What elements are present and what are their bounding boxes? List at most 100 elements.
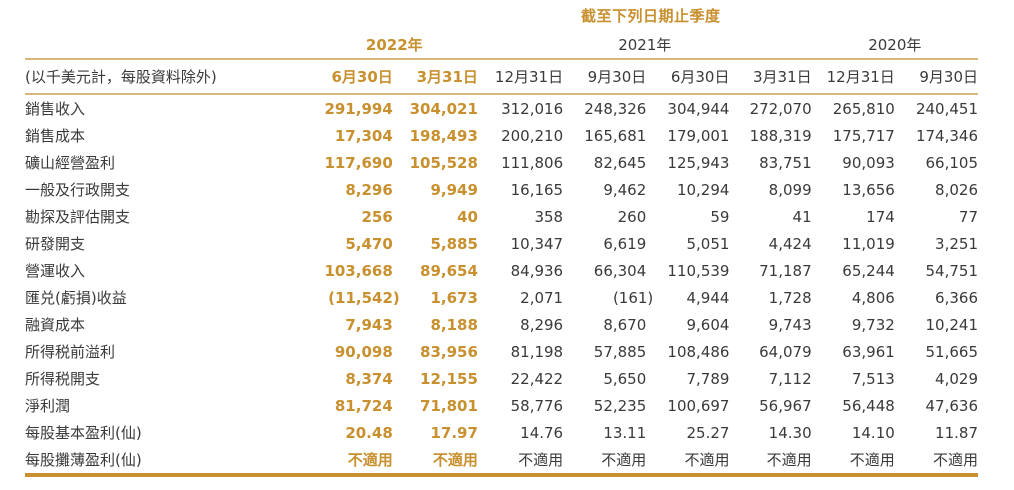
value: 312,016 xyxy=(501,99,564,118)
value-cell: 100,697 xyxy=(646,392,729,419)
value-cell: 1,673 xyxy=(393,284,477,311)
value: 7,112 xyxy=(768,369,812,388)
value-cell: 174 xyxy=(812,203,895,230)
value-cell: 11.87 xyxy=(895,419,978,446)
value-cell: 77 xyxy=(895,203,978,230)
value-cell: 291,994 xyxy=(311,94,392,122)
value-cell: 7,112 xyxy=(729,365,812,392)
value-cell: 不適用 xyxy=(392,446,478,477)
value-cell: 4,806 xyxy=(812,284,895,311)
value: 17.97 xyxy=(430,423,478,442)
value: 90,098 xyxy=(334,342,393,361)
value-cell: 81,198 xyxy=(478,338,564,365)
value: 174,346 xyxy=(915,126,978,145)
table-row: 礦山經營盈利 117,690 105,528 111,806 82,645 125,943… xyxy=(25,149,978,176)
value-cell: 7,789 xyxy=(646,365,730,392)
row-label: 營運收入 xyxy=(25,262,86,280)
value: 13.11 xyxy=(603,423,647,442)
date-header-row: (以千美元計，每股資料除外) 6月30日 3月31日 12月31日 9月30日 6月30日… xyxy=(25,58,978,95)
value: 83,956 xyxy=(420,342,478,361)
row-label: 淨利潤 xyxy=(25,397,71,415)
value: 8,296 xyxy=(345,180,393,199)
value-cell: 83,956 xyxy=(393,338,478,365)
value-cell: 17,304 xyxy=(311,122,393,149)
table-row: 每股基本盈利(仙) 20.48 17.97 14.76 13.11 25.27 14.30 1… xyxy=(25,419,978,446)
row-label: 匯兑(虧損)收益 xyxy=(25,289,127,307)
value-cell: 9,462 xyxy=(563,176,646,203)
value: 47,636 xyxy=(925,396,979,415)
table-row: 勘探及評估開支 256 40 358 260 59 41 174 77 xyxy=(25,203,978,230)
value-cell: 165,681 xyxy=(563,122,646,149)
value: 108,486 xyxy=(667,342,730,361)
value-cell: 304,021 xyxy=(393,94,478,122)
value: 不適用 xyxy=(684,451,730,469)
value-cell: 117,690 xyxy=(311,149,392,176)
row-label: 銷售成本 xyxy=(25,127,86,145)
value: 9,949 xyxy=(430,180,478,199)
row-label: 融資成本 xyxy=(25,316,86,334)
value: 25.27 xyxy=(686,423,730,442)
quarterly-results-table: 2022年 2021年 2020年 (以千美元計，每股資料除外) 6月30日 3月31日 1… xyxy=(25,30,978,477)
value: 59 xyxy=(710,207,730,226)
value-cell: 240,451 xyxy=(895,94,978,122)
year-header: 2020年 xyxy=(868,35,922,54)
value: 11.87 xyxy=(935,423,978,442)
value: 272,070 xyxy=(749,99,812,118)
value-cell: 63,961 xyxy=(812,338,895,365)
value: 265,810 xyxy=(832,99,895,118)
value: 71,801 xyxy=(420,396,478,415)
value-cell: 9,949 xyxy=(393,176,478,203)
value: 7,513 xyxy=(851,369,895,388)
value-cell: 8,026 xyxy=(895,176,978,203)
value-cell: 10,347 xyxy=(478,230,564,257)
value-cell: 10,241 xyxy=(895,311,979,338)
value-cell: 5,650 xyxy=(563,365,646,392)
value-cell: 6,619 xyxy=(563,230,646,257)
value: 71,187 xyxy=(759,261,812,280)
value: 1,728 xyxy=(768,288,812,307)
value: 16,165 xyxy=(510,180,564,199)
value: 2,071 xyxy=(520,288,564,307)
value: 66,105 xyxy=(925,153,979,172)
value: 82,645 xyxy=(593,153,647,172)
value: 8,296 xyxy=(520,315,564,334)
value-cell: 10,294 xyxy=(646,176,730,203)
value-cell: 56,967 xyxy=(729,392,812,419)
value: 11,019 xyxy=(842,234,895,253)
value: 7,943 xyxy=(345,315,393,334)
value: 10,347 xyxy=(510,234,564,253)
table-row: 融資成本 7,943 8,188 8,296 8,670 9,604 9,743 9,732 1… xyxy=(25,311,978,338)
value: 54,751 xyxy=(925,261,979,280)
value-cell: 54,751 xyxy=(895,257,979,284)
row-label: 一般及行政開支 xyxy=(25,181,131,199)
row-label: 每股攤薄盈利(仙) xyxy=(25,446,311,477)
value-cell: 13,656 xyxy=(812,176,895,203)
value: 5,051 xyxy=(686,234,730,253)
year-header: 2021年 xyxy=(618,35,672,54)
value-cell: 84,936 xyxy=(478,257,564,284)
value-cell: 110,539 xyxy=(646,257,729,284)
value-cell: 90,098 xyxy=(311,338,393,365)
value: 8,099 xyxy=(768,180,812,199)
value: 125,943 xyxy=(667,153,730,172)
value: 52,235 xyxy=(593,396,647,415)
value: 57,885 xyxy=(593,342,647,361)
table-row: 銷售成本 17,304 198,493 200,210 165,681 179,001 18… xyxy=(25,122,978,149)
value-cell: 14.30 xyxy=(729,419,812,446)
unit-note: (以千美元計，每股資料除外) xyxy=(25,58,311,95)
date-header: 3月31日 xyxy=(729,58,812,95)
value-cell: 不適用 xyxy=(563,446,647,477)
value: 不適用 xyxy=(518,451,564,469)
value-cell: 103,668 xyxy=(311,257,392,284)
value: 3,251 xyxy=(935,234,978,253)
value: 77 xyxy=(958,207,978,226)
value: 51,665 xyxy=(925,342,979,361)
value-cell: 179,001 xyxy=(646,122,729,149)
value: 4,029 xyxy=(935,369,978,388)
table-row: 匯兑(虧損)收益 (11,542) 1,673 2,071 (161) 4,944 1,72… xyxy=(25,284,978,311)
row-label: 所得税開支 xyxy=(25,370,101,388)
value-cell: 56,448 xyxy=(812,392,895,419)
value: 14.76 xyxy=(520,423,564,442)
value-cell: 4,944 xyxy=(646,284,730,311)
value-cell: 83,751 xyxy=(729,149,812,176)
